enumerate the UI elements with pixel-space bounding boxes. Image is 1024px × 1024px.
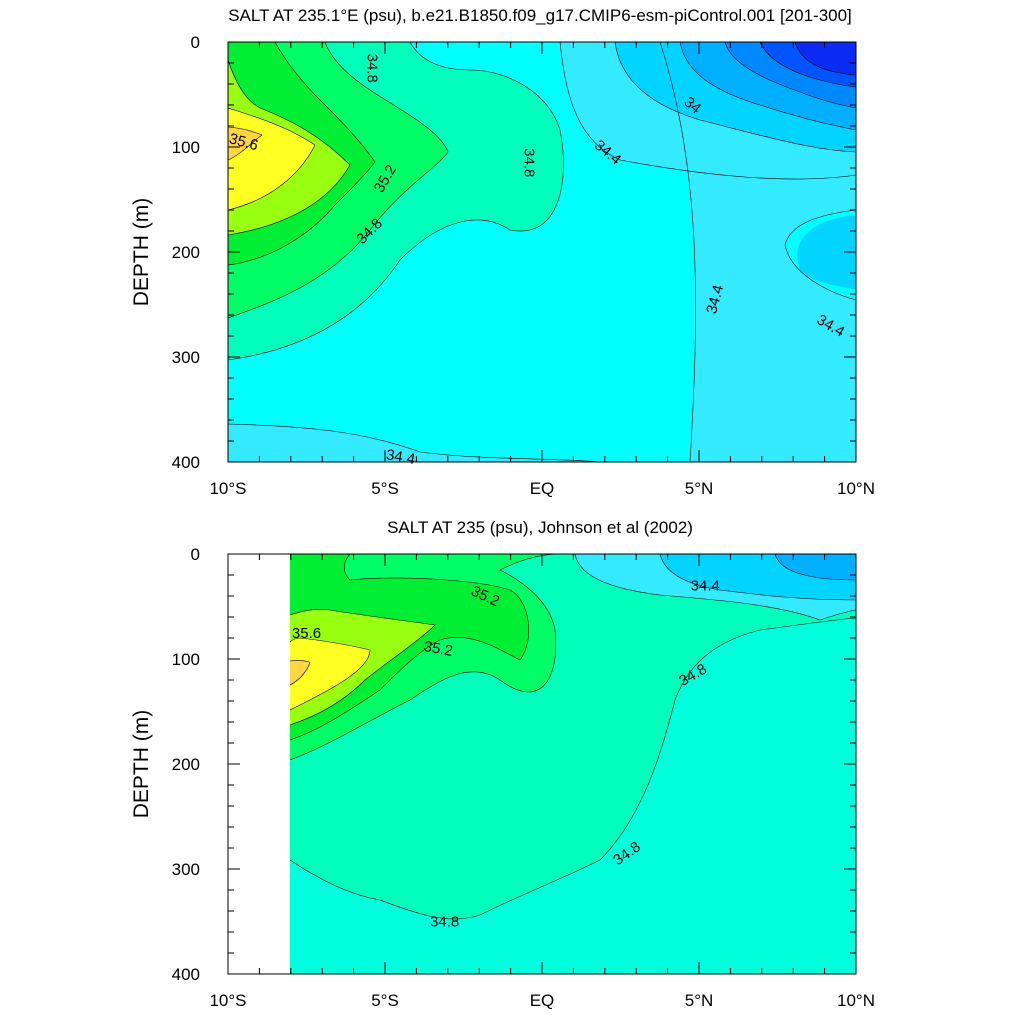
contour-label: 34.8 <box>520 148 537 177</box>
fill-region <box>290 609 435 725</box>
y-tick-label: 0 <box>191 545 200 564</box>
contour-label: 34.4 <box>703 283 727 316</box>
bottom-y-axis-label: DEPTH (m) <box>130 710 153 819</box>
contour-label: 35.6 <box>292 625 321 642</box>
x-tick-label: 5°N <box>685 991 714 1010</box>
bottom-x-axis: 10°S 5°S EQ 5°N 10°N <box>209 554 875 1010</box>
y-tick-label: 200 <box>172 755 200 774</box>
x-tick-label: 5°N <box>685 479 714 498</box>
y-tick-label: 400 <box>172 965 200 984</box>
fill-region <box>775 554 856 580</box>
fill-region <box>228 424 600 462</box>
contour-label: 34.8 <box>363 54 380 83</box>
bottom-contour-fills <box>290 554 856 974</box>
x-tick-label: 10°N <box>837 991 875 1010</box>
top-panel: SALT AT 235.1°E (psu), b.e21.B1850.f09_g… <box>130 6 875 498</box>
bottom-panel: SALT AT 235 (psu), Johnson et al (2002) <box>130 518 875 1010</box>
bottom-y-axis: 0 100 200 300 400 <box>172 545 856 984</box>
y-tick-label: 100 <box>172 138 200 157</box>
top-panel-title: SALT AT 235.1°E (psu), b.e21.B1850.f09_g… <box>228 6 852 25</box>
fill-region <box>228 127 262 160</box>
y-tick-label: 400 <box>172 453 200 472</box>
fill-region <box>660 42 856 462</box>
contour-label: 34.8 <box>430 914 459 931</box>
x-tick-label: EQ <box>530 479 555 498</box>
y-tick-label: 300 <box>172 860 200 879</box>
top-y-axis: 0 100 200 300 400 <box>172 33 856 472</box>
top-y-axis-label: DEPTH (m) <box>130 198 153 307</box>
x-tick-label: EQ <box>530 991 555 1010</box>
fill-region <box>290 638 370 710</box>
fill-region <box>290 660 310 685</box>
top-x-axis: 10°S 5°S EQ 5°N 10°N <box>209 42 875 498</box>
x-tick-label: 5°S <box>371 991 399 1010</box>
contour-label: 34.4 <box>385 446 417 468</box>
x-tick-label: 10°S <box>209 479 246 498</box>
contour-label: 34 <box>681 94 705 118</box>
y-tick-label: 200 <box>172 243 200 262</box>
x-tick-label: 10°S <box>209 991 246 1010</box>
y-tick-label: 100 <box>172 650 200 669</box>
x-tick-label: 5°S <box>371 479 399 498</box>
y-tick-label: 0 <box>191 33 200 52</box>
fill-region <box>797 215 856 290</box>
contour-label: 35.6 <box>227 130 260 154</box>
y-tick-label: 300 <box>172 348 200 367</box>
top-contour-fills <box>228 42 856 462</box>
contour-label: 34.4 <box>691 578 720 595</box>
x-tick-label: 10°N <box>837 479 875 498</box>
fill-region <box>795 42 856 75</box>
contour-label: 35.2 <box>422 638 454 660</box>
bottom-panel-title: SALT AT 235 (psu), Johnson et al (2002) <box>387 518 693 537</box>
